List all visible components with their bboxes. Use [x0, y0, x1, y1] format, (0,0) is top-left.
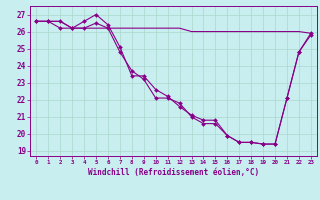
X-axis label: Windchill (Refroidissement éolien,°C): Windchill (Refroidissement éolien,°C) [88, 168, 259, 177]
